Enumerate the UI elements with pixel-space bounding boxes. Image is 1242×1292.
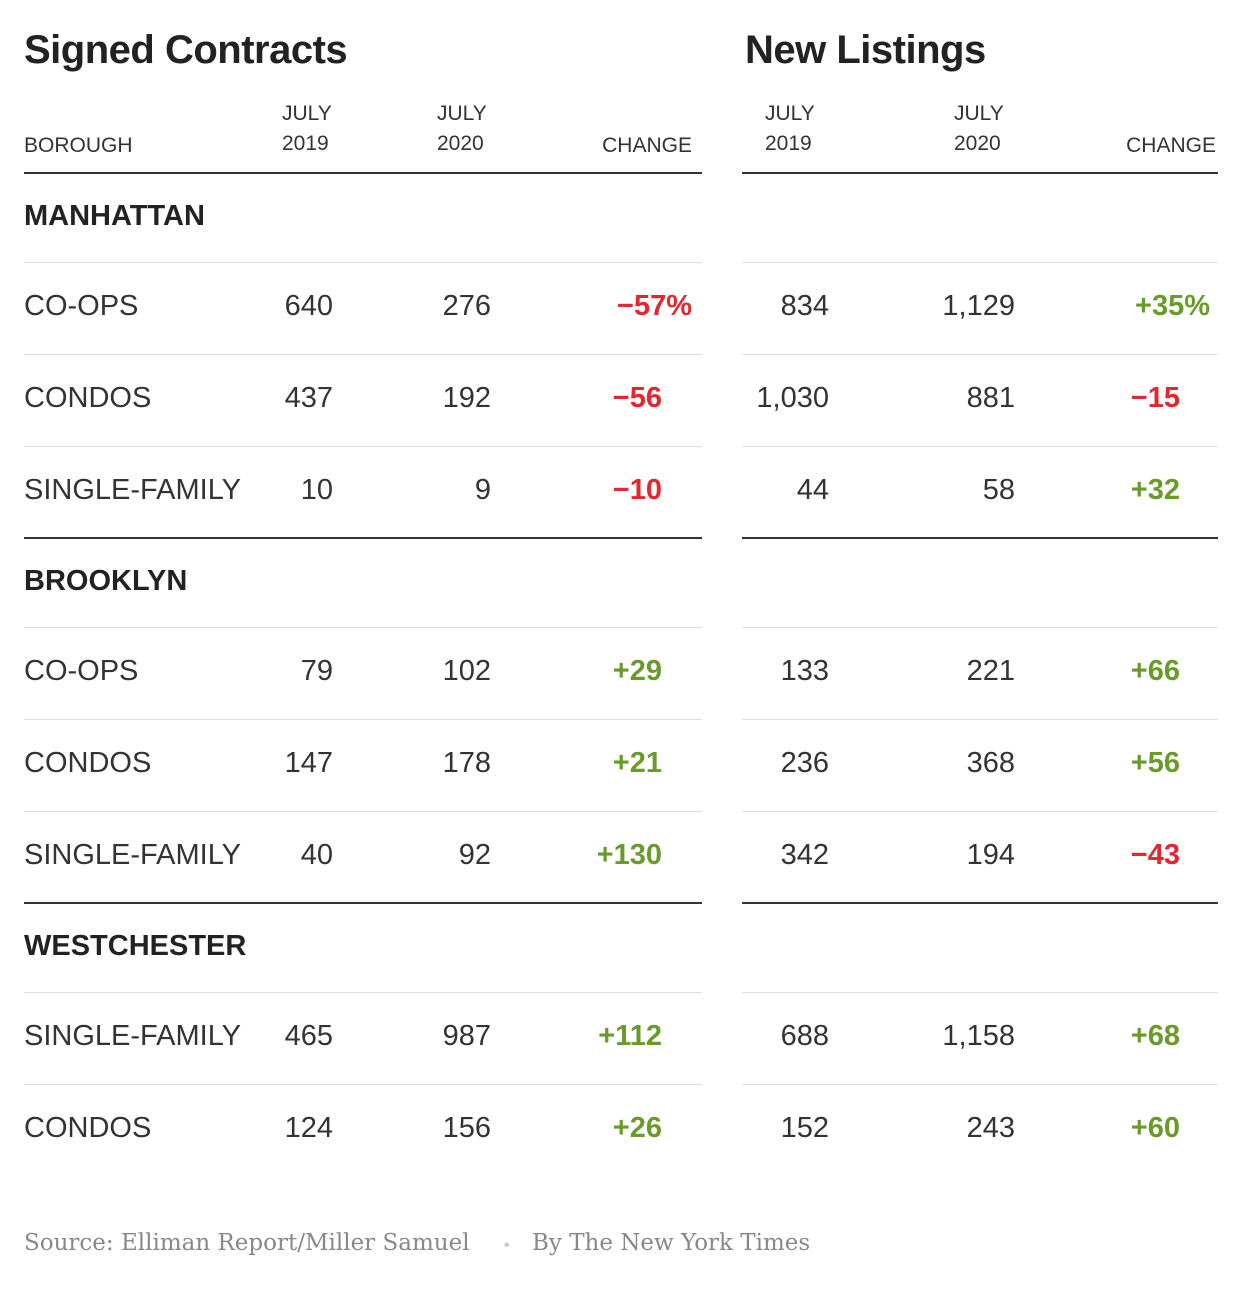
listings-2019: 688 (780, 1020, 829, 1052)
housing-type: CO-OPS (24, 655, 139, 687)
row-divider (742, 992, 1218, 993)
contracts-2019: 79 (300, 655, 333, 687)
row-divider (24, 992, 702, 993)
header-left-2020: JULY 2020 (437, 102, 487, 155)
listings-2019: 133 (780, 655, 829, 687)
row-divider (24, 354, 702, 355)
new-listings-title: New Listings (745, 28, 986, 72)
row-divider (742, 446, 1218, 447)
contracts-2019: 147 (284, 747, 333, 779)
listings-2020: 881 (966, 382, 1015, 414)
listings-2019: 44 (796, 474, 829, 506)
header-left-change: CHANGE (602, 134, 692, 157)
row-divider (24, 1084, 702, 1085)
listings-change: +56 (1130, 747, 1180, 779)
listings-2020: 243 (966, 1112, 1015, 1144)
section-label: MANHATTAN (24, 200, 205, 232)
housing-type: SINGLE-FAMILY (24, 839, 242, 871)
contracts-2019: 640 (284, 290, 333, 322)
contracts-2020: 102 (442, 655, 491, 687)
housing-type: CONDOS (24, 382, 152, 414)
header-borough: BOROUGH (24, 134, 133, 157)
listings-change: +68 (1130, 1020, 1180, 1052)
listings-change: +60 (1130, 1112, 1180, 1144)
listings-2019: 834 (780, 290, 829, 322)
row-divider (24, 446, 702, 447)
listings-change: −43 (1130, 839, 1180, 871)
listings-2019: 342 (780, 839, 829, 871)
section-divider (742, 537, 1218, 539)
listings-2019: 1,030 (756, 382, 829, 414)
listings-change: −15 (1130, 382, 1180, 414)
contracts-2020: 178 (442, 747, 491, 779)
contracts-change: −56 (612, 382, 662, 414)
header-left-2019: JULY 2019 (282, 102, 332, 155)
contracts-2019: 124 (284, 1112, 333, 1144)
header-right-2020: JULY 2020 (954, 102, 1004, 155)
signed-contracts-title: Signed Contracts (24, 28, 348, 72)
listings-2020: 194 (966, 839, 1015, 871)
listings-2019: 152 (780, 1112, 829, 1144)
contracts-2020: 192 (442, 382, 491, 414)
section-divider (742, 902, 1218, 904)
listings-change: +32 (1130, 474, 1180, 506)
listings-2020: 58 (982, 474, 1015, 506)
header-right-2019: JULY 2019 (765, 102, 815, 155)
contracts-2019: 10 (300, 474, 333, 506)
housing-type: CONDOS (24, 747, 152, 779)
header-right-change: CHANGE (1126, 134, 1216, 157)
section-label: BROOKLYN (24, 565, 188, 597)
listings-2020: 221 (966, 655, 1015, 687)
header-divider-left (24, 172, 702, 174)
listings-change: +66 (1130, 655, 1180, 687)
contracts-change: +29 (612, 655, 662, 687)
row-divider (742, 719, 1218, 720)
contracts-change: +130 (596, 839, 662, 871)
contracts-change: +112 (598, 1020, 662, 1052)
listings-change: +35% (1135, 290, 1210, 322)
row-divider (742, 1084, 1218, 1085)
row-divider (24, 262, 702, 263)
row-divider (742, 262, 1218, 263)
listings-2019: 236 (780, 747, 829, 779)
row-divider (24, 719, 702, 720)
contracts-2020: 276 (442, 290, 491, 322)
contracts-change: −57% (617, 290, 692, 322)
contracts-2019: 40 (300, 839, 333, 871)
housing-type: SINGLE-FAMILY (24, 474, 242, 506)
section-label: WESTCHESTER (24, 930, 247, 962)
contracts-2020: 987 (442, 1020, 491, 1052)
housing-type: CO-OPS (24, 290, 139, 322)
contracts-change: +26 (612, 1112, 662, 1144)
section-divider (24, 537, 702, 539)
row-divider (742, 354, 1218, 355)
byline: By The New York Times (532, 1230, 811, 1256)
listings-2020: 368 (966, 747, 1015, 779)
housing-type: SINGLE-FAMILY (24, 1020, 242, 1052)
footer-separator: • (502, 1236, 512, 1255)
row-divider (742, 811, 1218, 812)
section-divider (24, 902, 702, 904)
housing-type: CONDOS (24, 1112, 152, 1144)
row-divider (24, 811, 702, 812)
contracts-2020: 92 (458, 839, 491, 871)
row-divider (24, 627, 702, 628)
header-divider-right (742, 172, 1218, 174)
contracts-change: −10 (612, 474, 662, 506)
row-divider (742, 627, 1218, 628)
contracts-2019: 437 (284, 382, 333, 414)
source-credit: Source: Elliman Report/Miller Samuel (24, 1230, 470, 1256)
contracts-2019: 465 (284, 1020, 333, 1052)
contracts-change: +21 (612, 747, 662, 779)
contracts-2020: 9 (474, 474, 491, 506)
listings-2020: 1,129 (942, 290, 1015, 322)
contracts-2020: 156 (442, 1112, 491, 1144)
listings-2020: 1,158 (942, 1020, 1015, 1052)
